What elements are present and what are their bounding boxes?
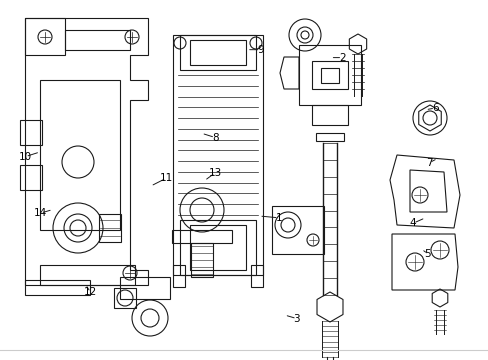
Text: 4: 4: [409, 218, 416, 228]
Text: 2: 2: [338, 53, 345, 63]
Text: 1: 1: [275, 213, 282, 223]
Text: 12: 12: [83, 287, 97, 297]
Text: 11: 11: [159, 173, 173, 183]
Text: 14: 14: [34, 208, 47, 218]
Text: 9: 9: [257, 45, 264, 55]
Text: 6: 6: [431, 103, 438, 113]
Text: 7: 7: [425, 158, 432, 168]
Text: 13: 13: [208, 168, 222, 178]
Text: 10: 10: [19, 152, 32, 162]
Text: 8: 8: [211, 132, 218, 143]
Text: 3: 3: [293, 314, 300, 324]
Text: 5: 5: [424, 249, 430, 259]
